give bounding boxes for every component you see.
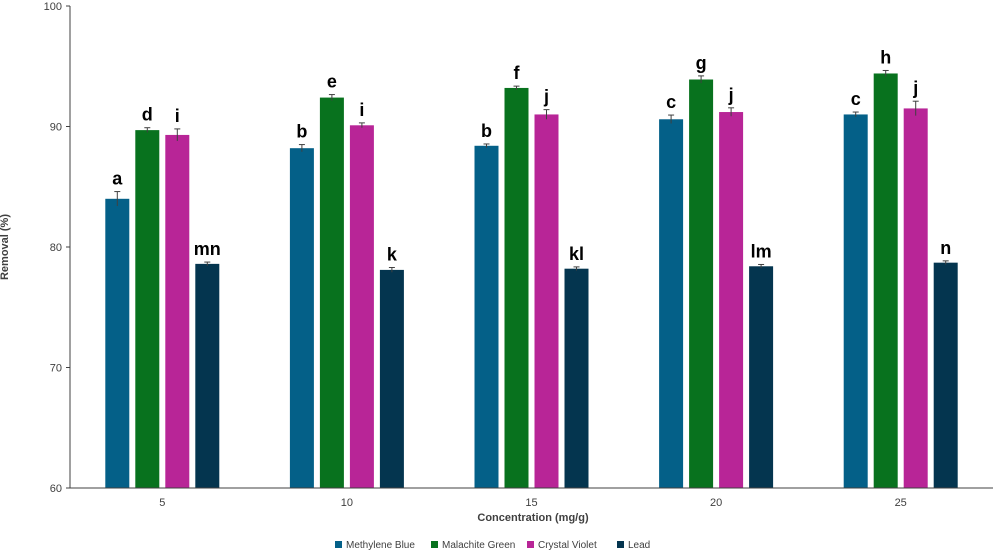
legend-label: Malachite Green — [442, 540, 515, 551]
bar-malachite-green — [689, 79, 714, 488]
legend-swatch — [431, 541, 438, 548]
x-tick-label: 25 — [895, 497, 907, 509]
significance-label: d — [142, 105, 153, 125]
bar-methylene-blue — [105, 198, 130, 489]
y-tick-labels: 60 70 80 90 100 — [44, 1, 70, 495]
bar-malachite-green — [873, 73, 898, 488]
legend-label: Lead — [628, 540, 650, 551]
bar-lead — [933, 262, 958, 488]
bar-lead — [749, 266, 774, 488]
y-tick-label: 70 — [50, 363, 62, 375]
bar-crystal-violet — [165, 134, 190, 488]
significance-label: b — [481, 121, 492, 141]
bar-methylene-blue — [289, 148, 314, 488]
significance-label: c — [666, 92, 676, 112]
significance-label: k — [387, 244, 398, 264]
bar-crystal-violet — [534, 114, 559, 488]
bar-crystal-violet — [903, 108, 928, 489]
bar-methylene-blue — [659, 119, 684, 489]
bar-crystal-violet — [719, 112, 744, 488]
legend-label: Crystal Violet — [538, 540, 597, 551]
x-tick-label: 15 — [525, 497, 537, 509]
x-tick-labels: 5 10 15 20 25 — [159, 497, 907, 509]
y-tick-label: 80 — [50, 242, 62, 254]
significance-label: i — [175, 106, 180, 126]
legend-swatch — [617, 541, 624, 548]
significance-label: e — [327, 72, 337, 92]
bars-layer — [105, 73, 958, 489]
bar-malachite-green — [504, 87, 529, 488]
y-tick-label: 100 — [44, 1, 62, 13]
significance-label: a — [112, 169, 123, 189]
bar-lead — [564, 268, 589, 488]
significance-label: j — [912, 78, 918, 98]
x-tick-label: 10 — [341, 497, 353, 509]
significance-label: h — [880, 47, 891, 67]
significance-label: i — [359, 100, 364, 120]
bar-malachite-green — [135, 130, 160, 489]
legend: Methylene Blue Malachite Green Crystal Vio… — [335, 540, 650, 551]
error-bars-layer — [114, 69, 949, 273]
significance-label: c — [851, 89, 861, 109]
bar-lead — [379, 269, 404, 488]
significance-label: kl — [569, 244, 584, 264]
legend-swatch — [527, 541, 534, 548]
bar-lead — [195, 263, 220, 488]
x-tick-label: 20 — [710, 497, 722, 509]
x-tick-label: 5 — [159, 497, 165, 509]
significance-label: j — [728, 85, 734, 105]
significance-label: mn — [194, 239, 221, 259]
bar-methylene-blue — [843, 114, 868, 488]
significance-label: b — [296, 122, 307, 142]
significance-label: f — [514, 63, 521, 83]
y-tick-label: 90 — [50, 122, 62, 134]
bar-methylene-blue — [474, 145, 499, 488]
y-axis-title: Removal (%) — [0, 214, 11, 280]
legend-swatch — [335, 541, 342, 548]
legend-label: Methylene Blue — [346, 540, 415, 551]
significance-label: lm — [751, 241, 772, 261]
significance-label: g — [696, 53, 707, 73]
x-axis-title: Concentration (mg/g) — [477, 512, 589, 524]
significance-label: j — [543, 87, 549, 107]
significance-label: n — [940, 238, 951, 258]
y-tick-label: 60 — [50, 483, 62, 495]
bar-crystal-violet — [349, 125, 374, 489]
bar-malachite-green — [319, 97, 344, 488]
